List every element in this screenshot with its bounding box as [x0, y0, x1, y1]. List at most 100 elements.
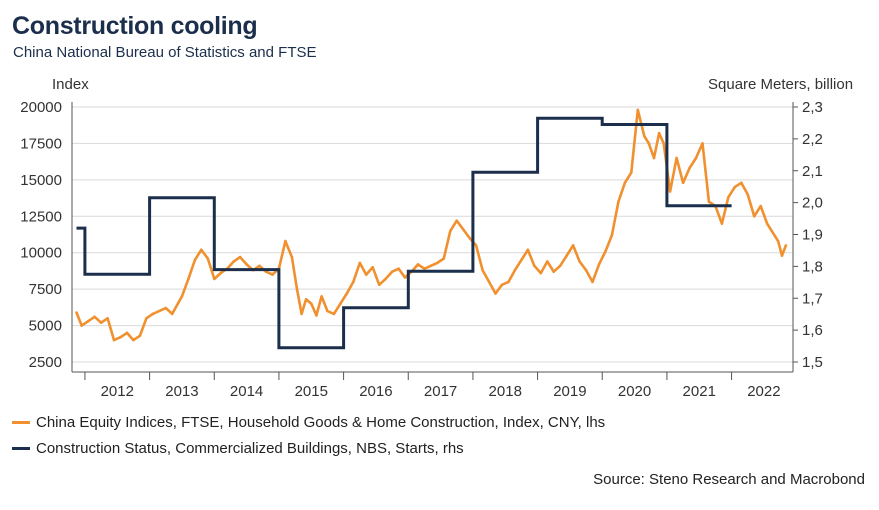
left-tick-label: 17500 [20, 135, 62, 152]
data-point-equity [193, 258, 197, 262]
right-tick-label: 2,3 [802, 99, 823, 116]
data-point-equity [539, 271, 543, 275]
data-point-equity [487, 280, 491, 284]
data-point-equity [397, 267, 400, 271]
x-tick-label: 2015 [295, 383, 328, 400]
data-point-equity [284, 239, 287, 243]
data-point-equity [662, 142, 665, 145]
gridlines [72, 106, 793, 363]
data-point-equity [784, 244, 788, 247]
legend-item-equity: China Equity Indices, FTSE, Household Go… [12, 414, 605, 431]
legend-swatch-equity [12, 421, 30, 424]
right-tick-label: 2,0 [802, 195, 823, 212]
data-point-equity [271, 273, 274, 276]
right-tick-label: 1,5 [802, 354, 823, 371]
legend-label-equity: China Equity Indices, FTSE, Household Go… [36, 414, 606, 431]
data-point-equity [326, 309, 329, 313]
left-tick-label: 10000 [20, 245, 62, 262]
data-point-equity [93, 315, 96, 319]
data-point-equity [320, 295, 323, 298]
data-point-equity [442, 257, 446, 260]
data-point-equity [571, 244, 575, 247]
series-layer [75, 108, 788, 350]
data-point-equity [80, 324, 83, 327]
data-point-equity [657, 131, 661, 135]
data-point-equity [164, 306, 168, 310]
data-point-equity [384, 277, 387, 281]
legend-label-starts: Construction Status, Commercialized Buil… [36, 440, 464, 457]
data-point-equity [558, 264, 562, 268]
data-point-equity [765, 222, 769, 225]
data-point-equity [780, 254, 784, 257]
data-point-equity [675, 156, 678, 160]
data-point-equity [591, 280, 594, 284]
data-point-equity [315, 314, 318, 317]
x-tick-label: 2020 [618, 383, 651, 400]
x-tick-label: 2013 [165, 383, 198, 400]
left-tick-label: 20000 [20, 99, 62, 116]
data-point-equity [455, 219, 459, 222]
data-point-equity [552, 270, 555, 274]
data-point-equity [520, 258, 523, 262]
data-point-equity [652, 156, 656, 160]
left-tick-label: 5000 [29, 318, 62, 335]
data-point-equity [513, 268, 517, 272]
data-point-equity [740, 181, 743, 185]
left-tick-label: 2500 [29, 354, 62, 371]
legend-item-starts: Construction Status, Commercialized Buil… [12, 440, 464, 457]
right-tick-label: 1,6 [802, 322, 823, 339]
data-point-equity [617, 200, 620, 203]
chart-subtitle: China National Bureau of Statistics and … [13, 44, 317, 61]
data-point-equity [232, 260, 235, 263]
data-point-equity [125, 331, 129, 335]
data-point-equity [206, 257, 210, 260]
legend-swatch-starts [12, 447, 30, 450]
data-point-equity [258, 264, 261, 268]
data-point-equity [461, 228, 465, 231]
data-point-equity [416, 263, 420, 266]
data-point-equity [630, 171, 633, 174]
data-point-equity [533, 264, 536, 268]
data-point-equity [187, 277, 190, 281]
data-point-equity [565, 254, 568, 257]
data-point-equity [449, 229, 452, 233]
data-point-equity [390, 270, 394, 274]
data-point-equity [526, 248, 530, 252]
data-point-equity [310, 302, 313, 306]
data-point-equity [403, 276, 407, 279]
left-tick-label: 12500 [20, 208, 62, 225]
data-point-equity [474, 244, 478, 247]
data-point-equity [481, 268, 484, 272]
data-point-equity [578, 260, 581, 263]
data-point-equity [623, 181, 627, 185]
left-tick-label: 7500 [29, 281, 62, 298]
data-point-equity [643, 134, 646, 138]
data-point-equity [647, 142, 651, 145]
data-point-equity [494, 292, 497, 295]
data-point-equity [290, 255, 294, 259]
data-point-equity [694, 156, 698, 160]
data-point-equity [636, 108, 640, 112]
data-point-equity [733, 185, 737, 189]
data-point-equity [99, 321, 103, 325]
data-point-equity [213, 277, 216, 281]
data-point-equity [238, 255, 242, 259]
data-point-equity [200, 248, 203, 252]
data-point-equity [688, 166, 691, 170]
right-axis-label: Square Meters, billion [708, 76, 854, 93]
data-point-equity [339, 302, 342, 306]
data-point-equity [727, 196, 730, 199]
data-point-equity [507, 280, 510, 284]
source-note: Source: Steno Research and Macrobond [593, 471, 865, 488]
data-point-equity [219, 271, 222, 275]
data-point-equity [245, 263, 248, 266]
data-point-equity [358, 261, 362, 265]
data-point-equity [436, 261, 439, 265]
axes [71, 102, 798, 380]
data-point-equity [468, 236, 472, 240]
right-tick-label: 2,1 [802, 163, 823, 180]
left-axis-label: Index [52, 76, 89, 93]
right-tick-label: 2,2 [802, 131, 823, 148]
data-point-equity [86, 319, 90, 323]
data-point-equity [145, 317, 148, 320]
